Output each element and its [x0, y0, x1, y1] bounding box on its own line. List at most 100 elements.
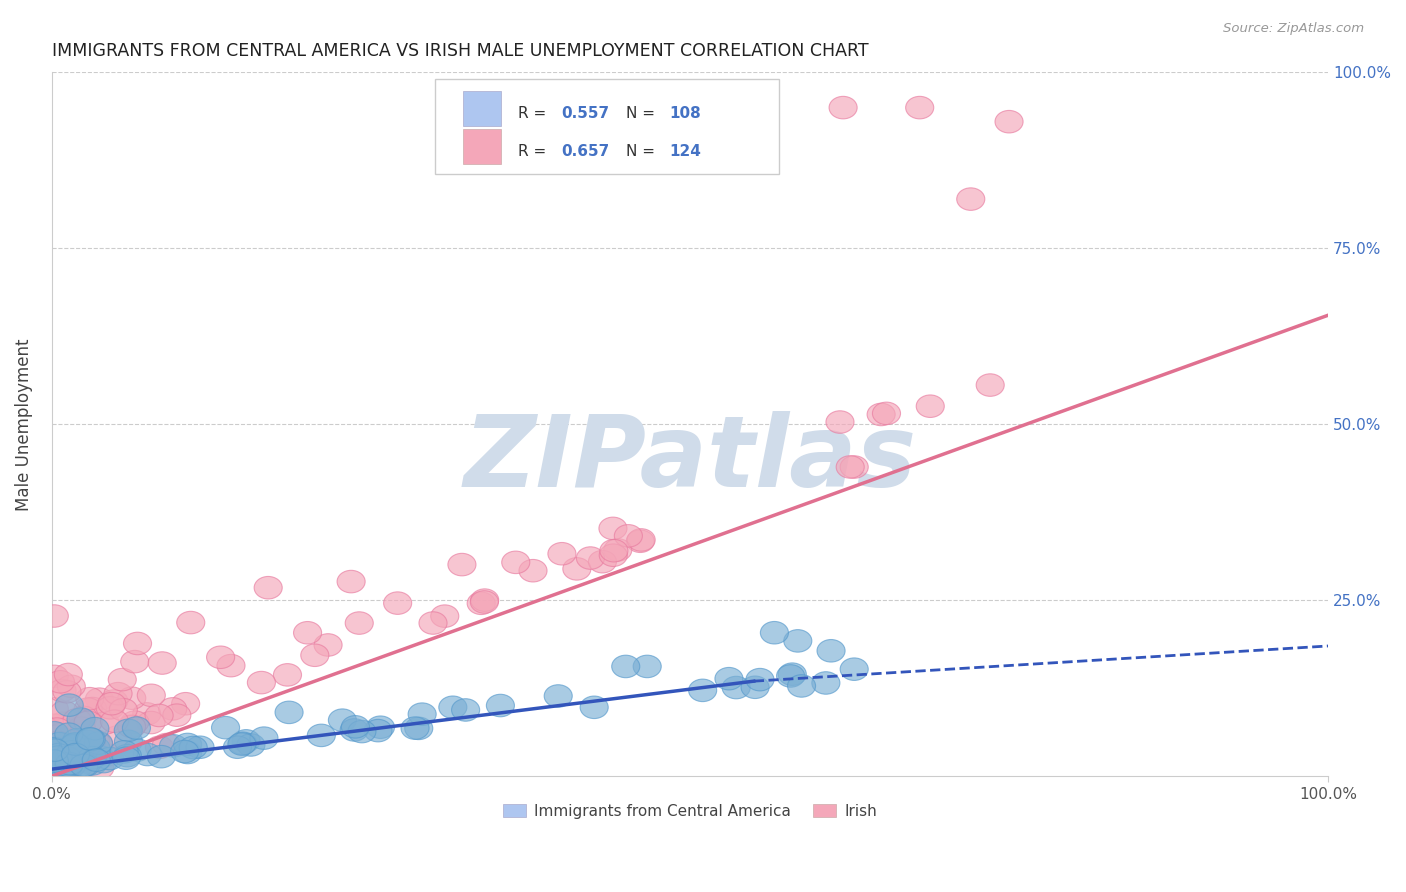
Ellipse shape	[179, 736, 207, 759]
Ellipse shape	[41, 739, 69, 762]
Ellipse shape	[471, 589, 499, 611]
Ellipse shape	[65, 755, 93, 777]
Ellipse shape	[48, 755, 76, 778]
Ellipse shape	[100, 710, 128, 732]
Text: N =: N =	[626, 106, 659, 120]
Ellipse shape	[96, 697, 124, 719]
Ellipse shape	[55, 723, 83, 746]
Ellipse shape	[48, 746, 76, 768]
Ellipse shape	[132, 703, 160, 725]
Ellipse shape	[124, 739, 152, 762]
Ellipse shape	[79, 753, 107, 775]
Ellipse shape	[329, 709, 357, 731]
Ellipse shape	[430, 605, 458, 627]
Ellipse shape	[254, 576, 283, 599]
Ellipse shape	[626, 530, 654, 552]
Ellipse shape	[51, 738, 79, 760]
Text: ZIPatlas: ZIPatlas	[464, 411, 917, 508]
Ellipse shape	[41, 757, 69, 780]
Ellipse shape	[612, 656, 640, 678]
Ellipse shape	[70, 748, 98, 771]
Text: IMMIGRANTS FROM CENTRAL AMERICA VS IRISH MALE UNEMPLOYMENT CORRELATION CHART: IMMIGRANTS FROM CENTRAL AMERICA VS IRISH…	[52, 42, 869, 60]
Ellipse shape	[41, 714, 69, 737]
Ellipse shape	[52, 756, 80, 779]
Ellipse shape	[110, 740, 138, 763]
Ellipse shape	[346, 612, 373, 634]
Ellipse shape	[55, 664, 83, 686]
Ellipse shape	[53, 681, 82, 703]
Ellipse shape	[186, 736, 214, 758]
Ellipse shape	[65, 735, 93, 757]
Ellipse shape	[224, 736, 252, 758]
Ellipse shape	[73, 731, 101, 753]
Ellipse shape	[52, 755, 80, 777]
Ellipse shape	[77, 731, 105, 754]
Ellipse shape	[59, 754, 87, 776]
Ellipse shape	[439, 696, 467, 719]
Ellipse shape	[41, 744, 69, 766]
Ellipse shape	[46, 723, 75, 746]
Ellipse shape	[62, 743, 90, 766]
Ellipse shape	[152, 733, 180, 756]
Ellipse shape	[787, 674, 815, 698]
Text: 0.657: 0.657	[561, 144, 609, 159]
Ellipse shape	[314, 633, 342, 657]
Ellipse shape	[633, 656, 661, 678]
Ellipse shape	[347, 721, 375, 743]
Ellipse shape	[45, 743, 73, 765]
Ellipse shape	[67, 708, 96, 731]
Ellipse shape	[58, 755, 84, 778]
Ellipse shape	[41, 665, 69, 688]
Ellipse shape	[58, 675, 86, 698]
Ellipse shape	[41, 747, 69, 769]
Ellipse shape	[41, 740, 69, 764]
Text: N =: N =	[626, 144, 659, 159]
Ellipse shape	[364, 719, 392, 742]
Ellipse shape	[471, 591, 498, 613]
Ellipse shape	[779, 663, 806, 685]
Ellipse shape	[228, 733, 256, 756]
Ellipse shape	[72, 754, 100, 776]
Ellipse shape	[41, 746, 69, 768]
Ellipse shape	[229, 732, 257, 755]
Ellipse shape	[599, 517, 627, 540]
Ellipse shape	[49, 712, 77, 734]
Ellipse shape	[48, 751, 76, 773]
Ellipse shape	[841, 658, 869, 681]
Ellipse shape	[41, 605, 69, 627]
Ellipse shape	[976, 374, 1004, 396]
Ellipse shape	[544, 685, 572, 707]
Ellipse shape	[42, 755, 70, 777]
Ellipse shape	[562, 558, 591, 580]
Ellipse shape	[247, 672, 276, 694]
Ellipse shape	[301, 644, 329, 666]
Ellipse shape	[59, 735, 87, 757]
Text: R =: R =	[517, 106, 551, 120]
Ellipse shape	[114, 731, 142, 753]
Ellipse shape	[723, 676, 751, 698]
Ellipse shape	[519, 559, 547, 582]
Ellipse shape	[170, 740, 198, 763]
Ellipse shape	[138, 684, 166, 706]
Ellipse shape	[177, 611, 205, 634]
Ellipse shape	[276, 701, 304, 723]
Ellipse shape	[118, 715, 146, 738]
Ellipse shape	[250, 727, 278, 749]
Ellipse shape	[134, 743, 162, 766]
Ellipse shape	[172, 692, 200, 715]
Ellipse shape	[207, 646, 235, 668]
Ellipse shape	[60, 723, 89, 746]
Ellipse shape	[581, 696, 609, 719]
Ellipse shape	[76, 728, 104, 750]
Ellipse shape	[232, 730, 260, 752]
Ellipse shape	[211, 716, 239, 739]
Ellipse shape	[46, 671, 75, 693]
Ellipse shape	[917, 395, 945, 417]
Ellipse shape	[44, 746, 72, 768]
Ellipse shape	[49, 756, 77, 779]
Ellipse shape	[451, 698, 479, 722]
Ellipse shape	[837, 456, 865, 478]
Ellipse shape	[159, 735, 187, 757]
Ellipse shape	[79, 747, 107, 769]
Ellipse shape	[747, 668, 773, 691]
